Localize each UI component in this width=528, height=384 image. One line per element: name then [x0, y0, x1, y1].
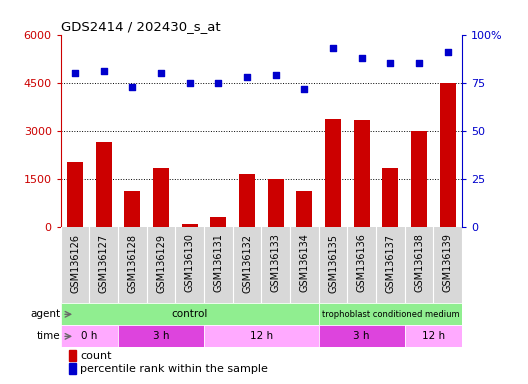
Text: GDS2414 / 202430_s_at: GDS2414 / 202430_s_at [61, 20, 220, 33]
Point [71, 70, 79, 76]
Text: GSM136134: GSM136134 [299, 233, 309, 293]
Bar [268, 179, 284, 227]
Bar [118, 325, 204, 348]
Point [415, 60, 423, 66]
Bar [61, 325, 118, 348]
Bar [61, 303, 319, 325]
Point [128, 84, 137, 90]
Bar [96, 142, 111, 227]
Point [357, 55, 366, 61]
Text: 12 h: 12 h [422, 331, 445, 341]
Bar [319, 325, 404, 348]
Point [214, 80, 223, 86]
Bar [411, 131, 427, 227]
Bar [382, 168, 398, 227]
Bar [69, 350, 76, 361]
Text: GSM136135: GSM136135 [328, 233, 338, 293]
Text: agent: agent [31, 309, 61, 319]
Point [329, 45, 337, 51]
Bar [297, 190, 312, 227]
Bar [354, 120, 370, 227]
Text: GSM136139: GSM136139 [442, 233, 452, 293]
Text: GSM136126: GSM136126 [70, 233, 80, 293]
Text: GSM136131: GSM136131 [213, 233, 223, 293]
Text: trophoblast conditioned medium: trophoblast conditioned medium [322, 310, 459, 319]
Text: GSM136133: GSM136133 [271, 233, 281, 293]
Bar [440, 83, 456, 227]
Point [243, 74, 251, 80]
Text: GSM136136: GSM136136 [357, 233, 366, 293]
Text: GSM136128: GSM136128 [127, 233, 137, 293]
Text: 0 h: 0 h [81, 331, 98, 341]
Text: GSM136137: GSM136137 [385, 233, 395, 293]
Bar [239, 174, 255, 227]
Bar [182, 223, 197, 227]
Point [157, 70, 165, 76]
Point [99, 68, 108, 74]
Bar [153, 168, 169, 227]
Text: 3 h: 3 h [353, 331, 370, 341]
Bar [211, 217, 226, 227]
Text: time: time [37, 331, 61, 341]
Text: GSM136138: GSM136138 [414, 233, 424, 293]
Text: 12 h: 12 h [250, 331, 273, 341]
Bar [67, 162, 83, 227]
Text: count: count [80, 351, 111, 361]
Text: 3 h: 3 h [153, 331, 169, 341]
Bar [404, 325, 462, 348]
Bar [204, 325, 319, 348]
Bar [319, 303, 462, 325]
Bar [125, 190, 140, 227]
Point [271, 72, 280, 78]
Text: GSM136129: GSM136129 [156, 233, 166, 293]
Text: GSM136127: GSM136127 [99, 233, 109, 293]
Bar [69, 363, 76, 374]
Point [300, 86, 308, 92]
Point [386, 60, 394, 66]
Text: percentile rank within the sample: percentile rank within the sample [80, 364, 268, 374]
Text: GSM136132: GSM136132 [242, 233, 252, 293]
Text: GSM136130: GSM136130 [185, 233, 195, 293]
Point [444, 49, 452, 55]
Text: control: control [172, 309, 208, 319]
Bar [325, 119, 341, 227]
Point [185, 80, 194, 86]
